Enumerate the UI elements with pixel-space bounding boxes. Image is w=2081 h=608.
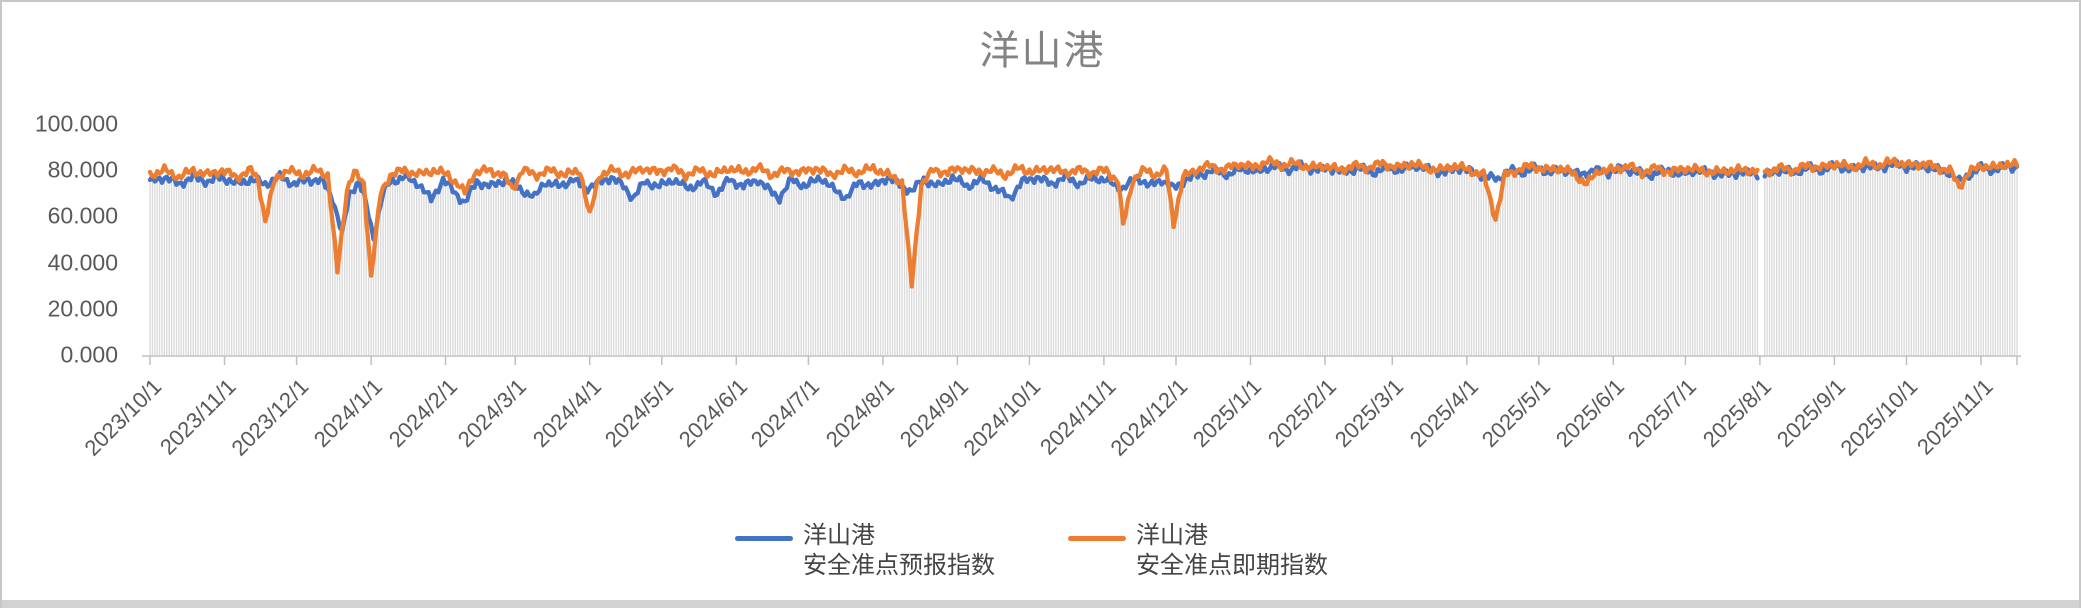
y-axis-label: 100.000	[34, 110, 118, 137]
legend-spot-line2: 安全准点即期指数	[1136, 552, 1328, 579]
y-axis-label: 0.000	[60, 341, 118, 368]
legend-entry-forecast: 洋山港 安全准点预报指数	[735, 521, 995, 581]
droplines	[149, 162, 2018, 355]
x-axis-ticks	[149, 356, 2018, 365]
chart-title: 洋山港	[979, 29, 1106, 73]
y-axis-label: 20.000	[47, 295, 118, 322]
legend: 洋山港 安全准点预报指数 洋山港 安全准点即期指数	[2, 521, 2079, 591]
forecast-series-swatch	[735, 536, 793, 541]
spot-series-swatch	[1068, 536, 1126, 541]
legend-forecast-line2: 安全准点预报指数	[803, 552, 995, 579]
legend-entry-spot: 洋山港 安全准点即期指数	[1068, 521, 1328, 581]
legend-spot-line1: 洋山港	[1136, 522, 1208, 549]
spot-series-line	[147, 155, 2020, 289]
y-axis-label: 80.000	[47, 156, 118, 183]
window-bottom-edge	[2, 600, 2079, 608]
y-axis-label: 40.000	[47, 249, 118, 276]
y-axis-label: 60.000	[47, 202, 118, 229]
legend-forecast-line1: 洋山港	[803, 522, 875, 549]
